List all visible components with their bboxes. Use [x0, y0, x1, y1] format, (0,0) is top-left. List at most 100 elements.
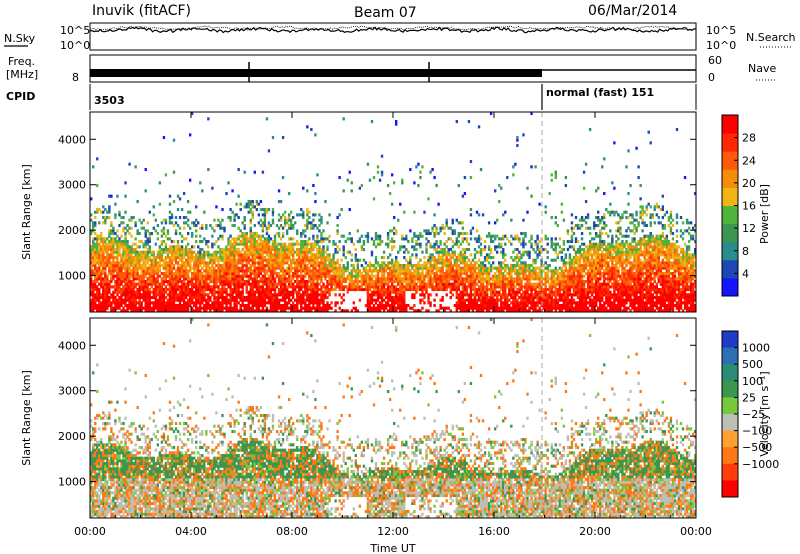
power-cell [267, 288, 271, 292]
power-cell [100, 293, 103, 297]
power-cell [487, 245, 491, 249]
power-cell [306, 306, 309, 310]
power-cell [191, 282, 194, 286]
power-cell [247, 202, 250, 206]
power-cell [465, 280, 469, 284]
power-cell [152, 256, 155, 260]
power-cell [229, 304, 232, 308]
power-cell [447, 237, 450, 241]
power-cell [498, 184, 501, 188]
power-cell [193, 250, 196, 254]
power-cell [283, 221, 287, 225]
power-cell [275, 232, 279, 236]
power-cell [100, 232, 103, 236]
power-cell [267, 149, 271, 153]
power-cell [504, 296, 507, 300]
power-cell [213, 298, 216, 302]
power-cell [435, 293, 438, 297]
power-cell [92, 282, 95, 286]
power-cell [342, 266, 345, 270]
power-cell [98, 272, 101, 276]
power-cell [148, 288, 151, 292]
power-cell [261, 229, 265, 233]
power-cell [114, 250, 117, 254]
power-cell [142, 250, 145, 254]
power-cell [249, 296, 252, 300]
power-cell [201, 226, 204, 230]
power-cell [255, 306, 259, 310]
power-cell [146, 240, 149, 244]
power-cell [298, 266, 301, 270]
power-cell [316, 282, 319, 286]
power-cell [243, 237, 246, 241]
power-cell [261, 242, 265, 246]
power-cell [481, 269, 485, 273]
power-cell [130, 280, 133, 284]
power-cell [510, 306, 513, 310]
power-cell [237, 226, 240, 230]
power-cell [211, 256, 214, 260]
power-cell [508, 280, 511, 284]
power-cell [473, 264, 477, 268]
power-cell [271, 266, 275, 270]
power-cell [223, 229, 226, 233]
power-cell [380, 264, 384, 268]
power-cell [459, 306, 463, 310]
power-cell [176, 293, 180, 297]
power-cell [178, 248, 182, 252]
power-cell [174, 282, 178, 286]
power-cell [481, 274, 485, 278]
power-cell [314, 240, 317, 244]
power-cell [395, 258, 398, 262]
power-cell [263, 274, 267, 278]
power-cell [306, 208, 309, 212]
power-cell [421, 266, 424, 270]
power-cell [205, 266, 208, 270]
power-cell [411, 282, 414, 286]
power-cell [296, 269, 299, 273]
power-cell [491, 298, 495, 302]
power-cell [229, 290, 232, 294]
power-cell [267, 258, 271, 262]
power-cell [459, 277, 463, 281]
power-cell [378, 296, 382, 300]
power-cell [281, 242, 285, 246]
power-cell [336, 269, 339, 273]
power-cell [231, 258, 234, 262]
power-cell [354, 274, 357, 278]
power-cell [96, 293, 99, 297]
power-cell [110, 274, 113, 278]
power-cell [223, 301, 226, 305]
power-cell [475, 274, 479, 278]
power-cell [386, 296, 390, 300]
power-cell [411, 280, 414, 284]
power-cell [178, 197, 182, 201]
power-cell [281, 261, 285, 265]
power-cell [231, 296, 234, 300]
power-cell [405, 272, 408, 276]
power-cell [150, 282, 153, 286]
power-cell [94, 261, 97, 265]
power-cell [504, 274, 507, 278]
power-cell [146, 285, 149, 289]
power-cell [174, 232, 178, 236]
power-cell [292, 301, 295, 305]
power-cell [168, 264, 172, 268]
power-cell [388, 192, 392, 196]
power-cell [122, 245, 125, 249]
power-cell [302, 258, 305, 262]
power-cell [457, 269, 461, 273]
power-cell [251, 282, 254, 286]
power-cell [473, 293, 477, 297]
power-cell [423, 293, 426, 297]
power-cell [217, 237, 220, 241]
power-cell [235, 306, 238, 310]
power-cell [134, 304, 137, 308]
power-cell [176, 248, 180, 252]
power-cell [390, 282, 394, 286]
power-cell [407, 266, 410, 270]
power-cell [225, 290, 228, 294]
power-cell [186, 250, 190, 254]
power-cell [281, 256, 285, 260]
power-cell [502, 250, 505, 254]
